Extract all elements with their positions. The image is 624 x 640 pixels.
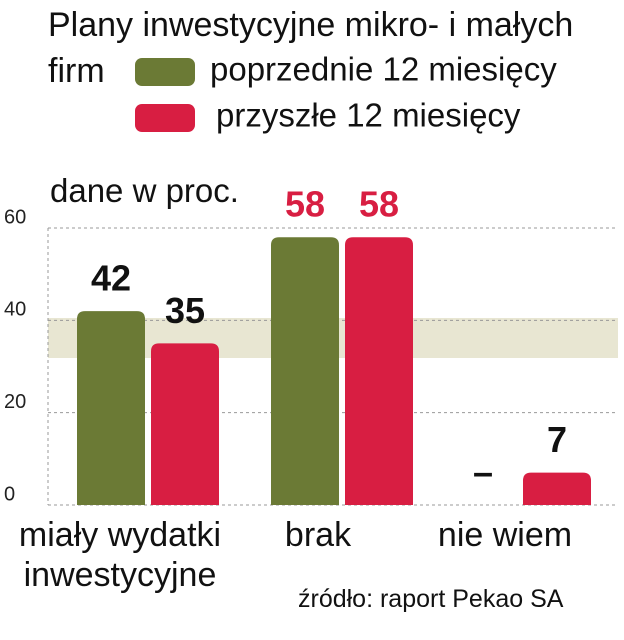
value-label: –: [473, 452, 493, 493]
legend-label: poprzednie 12 miesięcy: [210, 51, 557, 88]
value-label: 35: [165, 290, 205, 331]
bar: [77, 311, 145, 505]
x-tick-label: miały wydatki inwestycyjne: [18, 516, 222, 594]
x-tick-label: brak: [284, 516, 352, 554]
legend-swatch: [135, 58, 195, 86]
value-label: 58: [359, 184, 399, 225]
bar: [345, 237, 413, 505]
value-label: 58: [285, 184, 325, 225]
legend-label: przyszłe 12 miesięcy: [216, 97, 521, 134]
chart-title: Plany inwestycyjne mikro- i małych firm: [48, 6, 574, 90]
y-tick-label: 20: [4, 391, 26, 413]
bar: [151, 343, 219, 505]
value-label: 42: [91, 258, 131, 299]
legend-swatch: [135, 104, 195, 132]
value-label: 7: [547, 419, 567, 460]
y-tick-label: 0: [4, 483, 15, 505]
source: źródło: raport Pekao SA: [298, 585, 564, 613]
x-tick-label: nie wiem: [437, 516, 573, 554]
subtitle: dane w proc.: [50, 172, 239, 209]
bar: [271, 237, 339, 505]
y-tick-label: 60: [4, 206, 26, 228]
y-tick-label: 40: [4, 299, 26, 321]
bar: [523, 472, 591, 505]
